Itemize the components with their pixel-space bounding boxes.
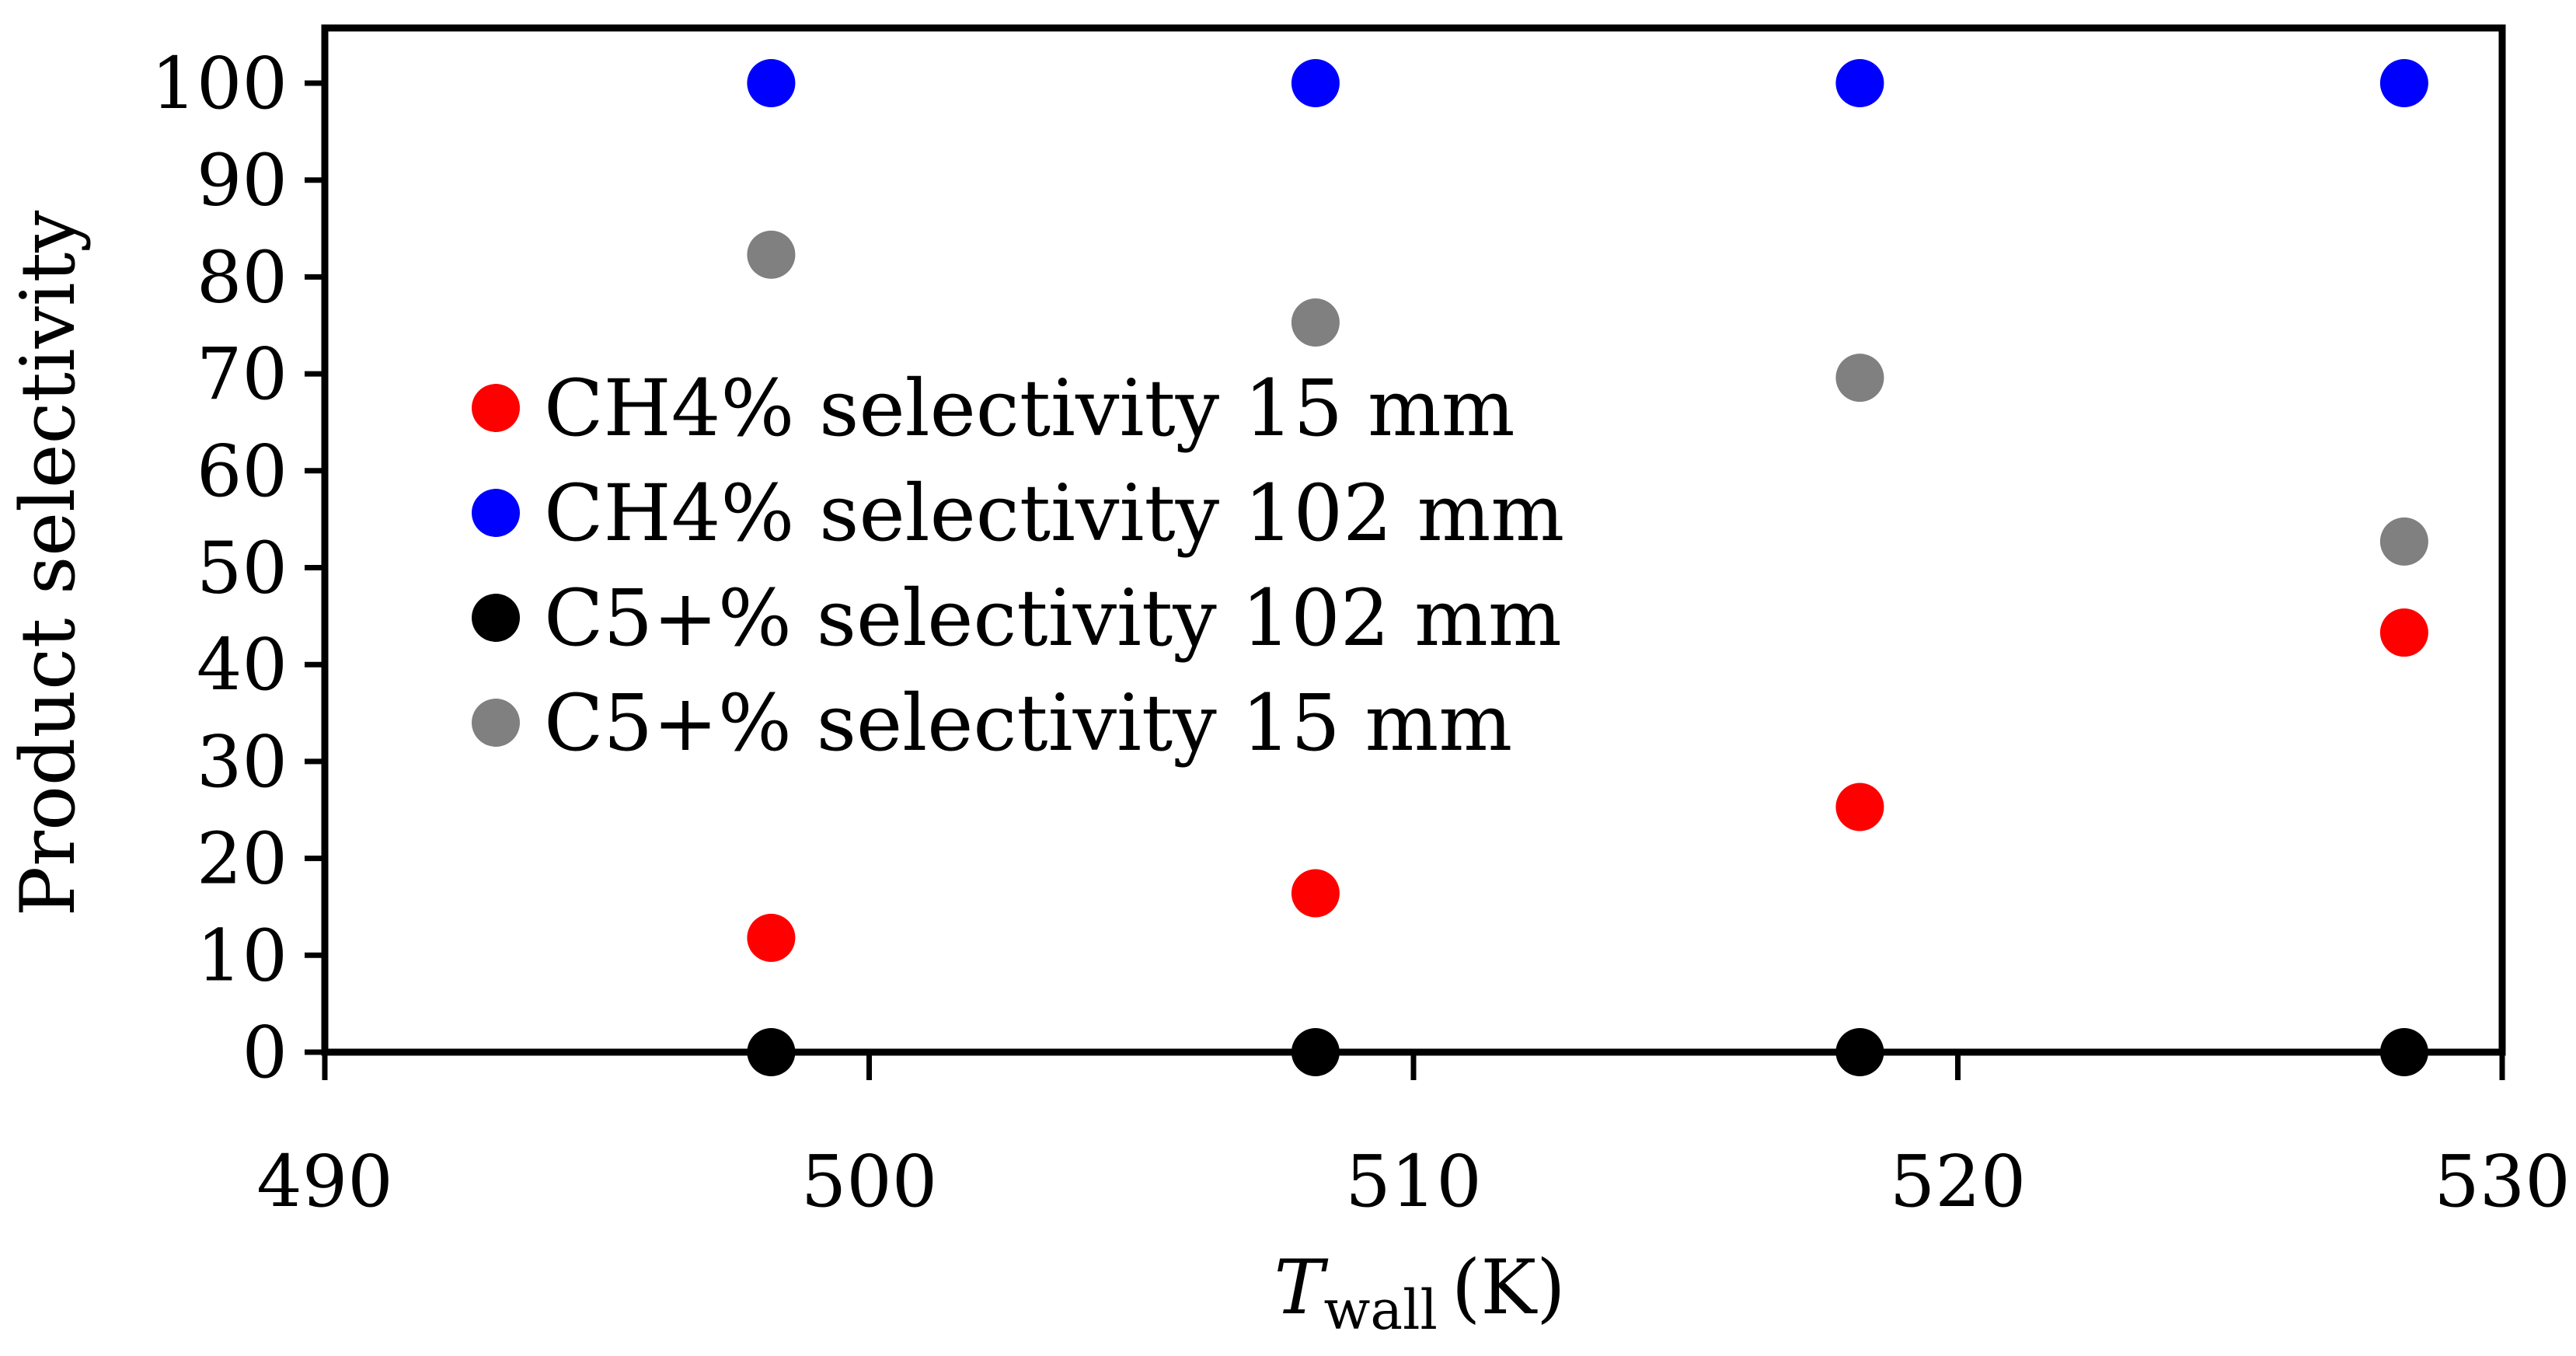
data-point-c5-selectivity-102-mm — [2379, 1028, 2428, 1076]
y-tick-label: 0 — [242, 1011, 288, 1094]
x-axis-ticks: 490 500 510 520 530 — [256, 1052, 2571, 1223]
x-axis-title-main: T — [1274, 1244, 1328, 1331]
legend-label: C5+% selectivity 15 mm — [544, 678, 1512, 769]
data-point-c5-selectivity-15-mm — [747, 230, 796, 279]
x-tick-label: 500 — [801, 1140, 938, 1223]
data-point-c5-selectivity-102-mm — [1291, 1028, 1340, 1076]
y-tick-label: 80 — [197, 235, 288, 319]
data-point-ch4-selectivity-15-mm — [2379, 608, 2428, 657]
y-tick-label: 40 — [197, 623, 288, 706]
y-tick-label: 70 — [197, 333, 288, 416]
data-point-ch4-selectivity-15-mm — [1291, 869, 1340, 918]
legend: CH4% selectivity 15 mm CH4% selectivity 1… — [472, 363, 1564, 769]
y-tick-label: 20 — [197, 817, 288, 901]
y-tick-label: 60 — [197, 430, 288, 513]
legend-marker — [472, 594, 520, 642]
data-point-ch4-selectivity-102-mm — [1291, 59, 1340, 107]
data-point-c5-selectivity-15-mm — [1835, 354, 1884, 403]
legend-label: CH4% selectivity 102 mm — [544, 468, 1564, 559]
data-point-c5-selectivity-15-mm — [2379, 517, 2428, 566]
data-point-ch4-selectivity-15-mm — [1835, 783, 1884, 831]
x-axis-title: Twall (K) — [1274, 1244, 1565, 1342]
legend-label: C5+% selectivity 102 mm — [544, 573, 1562, 664]
legend-marker — [472, 699, 520, 747]
y-tick-label: 100 — [151, 42, 288, 125]
x-tick-label: 530 — [2434, 1140, 2571, 1223]
y-tick-label: 90 — [197, 139, 288, 222]
x-tick-label: 490 — [256, 1140, 393, 1223]
legend-marker — [472, 489, 520, 537]
data-point-ch4-selectivity-15-mm — [747, 913, 796, 962]
y-axis-title: Product selectivity — [5, 211, 92, 917]
data-point-c5-selectivity-102-mm — [1835, 1028, 1884, 1076]
y-tick-label: 50 — [197, 527, 288, 610]
y-axis-ticks: 0 10 20 30 40 50 60 70 80 90 100 — [151, 42, 325, 1094]
y-tick-label: 30 — [197, 720, 288, 803]
x-tick-label: 520 — [1890, 1140, 2027, 1223]
legend-marker — [472, 384, 520, 432]
x-axis-title-unit: (K) — [1452, 1244, 1566, 1331]
data-point-ch4-selectivity-102-mm — [1835, 59, 1884, 107]
data-point-ch4-selectivity-102-mm — [747, 59, 796, 107]
x-axis-title-subscript: wall — [1323, 1278, 1437, 1342]
data-point-ch4-selectivity-102-mm — [2379, 59, 2428, 107]
x-tick-label: 510 — [1345, 1140, 1482, 1223]
data-point-c5-selectivity-15-mm — [1291, 298, 1340, 347]
y-tick-label: 10 — [197, 914, 288, 997]
data-points — [747, 59, 2428, 1076]
legend-label: CH4% selectivity 15 mm — [544, 363, 1515, 454]
data-point-c5-selectivity-102-mm — [747, 1028, 796, 1076]
